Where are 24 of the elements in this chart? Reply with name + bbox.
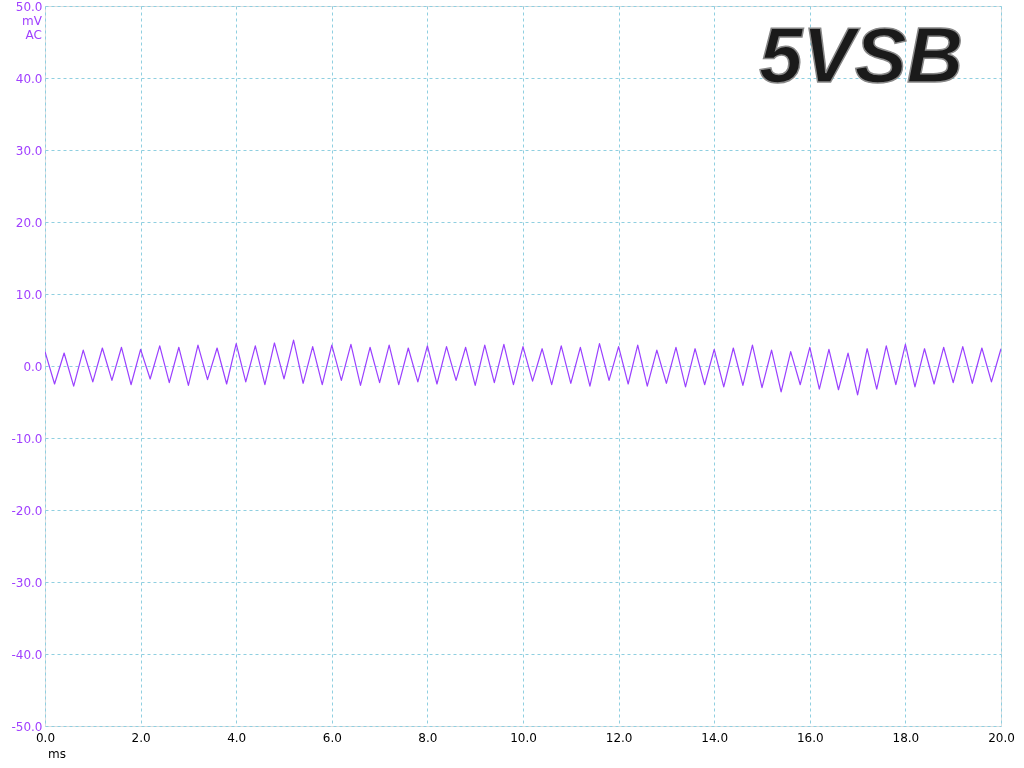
x-tick-label: 18.0 — [892, 730, 920, 745]
y-tick-label: -30.0 — [11, 575, 43, 590]
y-tick-label: -20.0 — [11, 503, 43, 518]
x-tick-label: 4.0 — [227, 730, 247, 745]
x-tick-label: 8.0 — [418, 730, 438, 745]
y-tick-label: 20.0 — [15, 215, 43, 230]
x-tick-label: 10.0 — [510, 730, 537, 745]
y-tick-label: 30.0 — [15, 143, 43, 158]
y-tick-label: 0.0 — [23, 359, 43, 374]
y-axis-title: mV AC — [22, 14, 43, 42]
y-tick-label: -10.0 — [11, 431, 43, 446]
x-tick-label: 16.0 — [796, 730, 824, 745]
x-tick-label: 6.0 — [322, 730, 342, 745]
y-tick-label: -40.0 — [11, 647, 43, 662]
y-tick-label: 40.0 — [15, 71, 43, 86]
y-tick-label: 50.0 — [15, 0, 43, 14]
x-tick-label: 20.0 — [988, 730, 1015, 745]
x-tick-label: 14.0 — [701, 730, 729, 745]
y-tick-label: 10.0 — [15, 287, 43, 302]
x-tick-label: 2.0 — [131, 730, 151, 745]
chart-title: 5VSB — [759, 11, 963, 99]
x-axis-title: ms — [48, 747, 66, 761]
line-series — [45, 339, 1001, 396]
x-tick-label: 12.0 — [605, 730, 633, 745]
